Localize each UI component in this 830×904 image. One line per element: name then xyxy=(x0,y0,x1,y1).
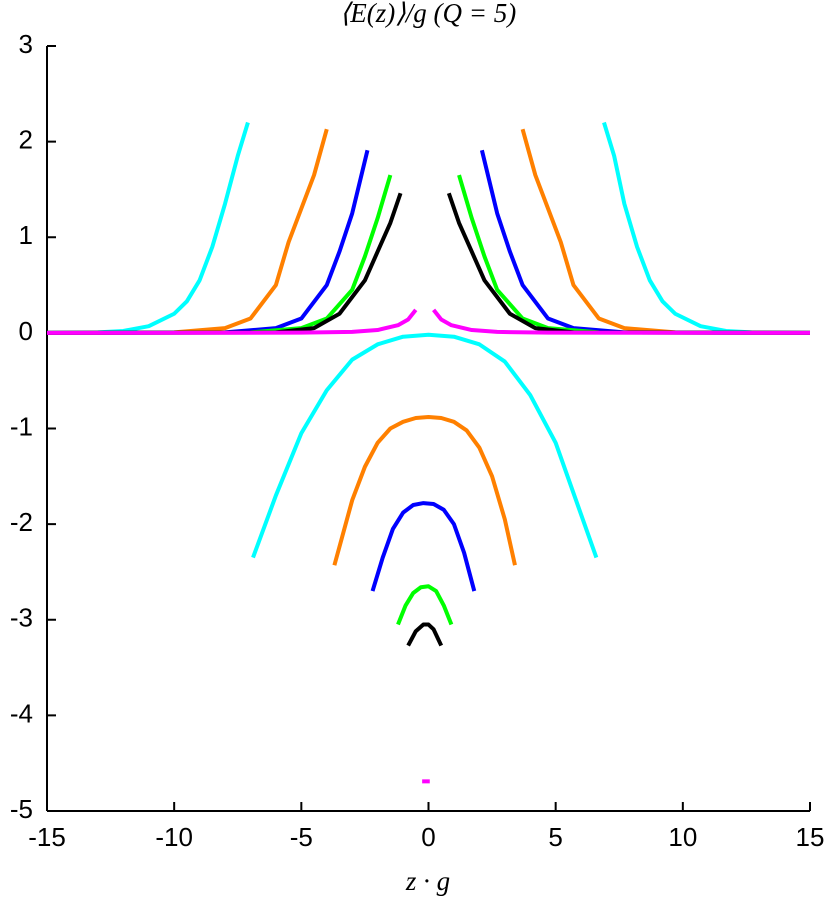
x-tick-label: -10 xyxy=(155,822,193,852)
series-line xyxy=(46,308,418,335)
series-line xyxy=(46,121,250,335)
series-line xyxy=(406,622,444,647)
x-tick-label: -15 xyxy=(28,822,66,852)
y-tick-label: 1 xyxy=(19,220,33,250)
chart-title: ⟨E(z)⟩/g (Q = 5) xyxy=(340,0,517,28)
y-tick-label: -5 xyxy=(10,794,33,824)
series-line xyxy=(332,415,517,566)
y-tick-label: 2 xyxy=(19,125,33,155)
x-tick-label: -5 xyxy=(290,822,313,852)
series-line xyxy=(479,149,811,335)
x-axis-label: z · g xyxy=(405,866,450,896)
y-tick-label: 3 xyxy=(19,29,33,59)
y-tick-label: -3 xyxy=(10,603,33,633)
series-line xyxy=(251,332,599,559)
x-tick-label: 5 xyxy=(548,822,562,852)
series-line xyxy=(396,584,454,626)
x-tick-label: 0 xyxy=(421,822,435,852)
x-tick-label: 10 xyxy=(668,822,697,852)
series-line xyxy=(370,501,477,592)
y-tick-label: 0 xyxy=(19,316,33,346)
series-line xyxy=(432,308,811,335)
x-tick-label: 15 xyxy=(796,822,825,852)
series-line xyxy=(46,149,370,335)
series-line xyxy=(602,121,811,335)
y-tick-label: -4 xyxy=(10,698,33,728)
y-tick-label: -1 xyxy=(10,411,33,441)
y-tick-label: -2 xyxy=(10,507,33,537)
